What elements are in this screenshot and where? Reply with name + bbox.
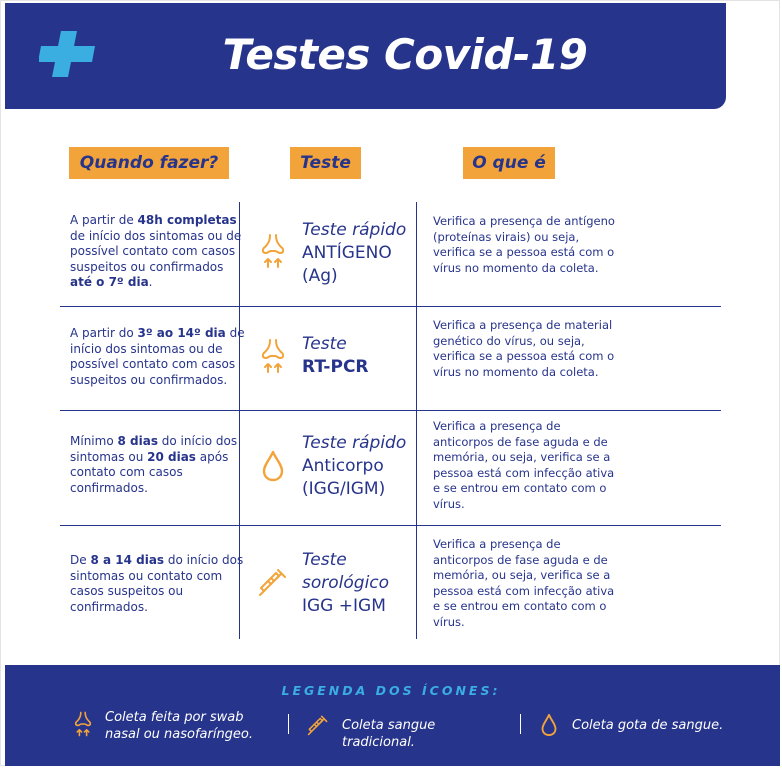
row-when-text: A partir de 48h completas de início dos … (70, 213, 242, 289)
column-divider (416, 202, 417, 639)
row-when-text: Mínimo 8 dias do início dos sintomas ou … (70, 434, 238, 495)
legend-item-label: Coleta sangue tradicional. (342, 718, 436, 750)
row-divider (60, 525, 721, 526)
legend-title: LEGENDA DOS ÍCONES: (281, 683, 501, 698)
row-what-text: Verifica a presença de antígeno (proteín… (433, 214, 615, 275)
test-name: Teste rápido Anticorpo (IGG/IGM) (302, 433, 407, 499)
row-divider (60, 410, 721, 411)
row-divider (60, 306, 721, 307)
column-header-when: Quando fazer? (69, 147, 229, 179)
legend-item-label: Coleta feita por swab nasal ou nasofarín… (105, 710, 254, 742)
blood-drop-icon (541, 713, 557, 737)
legend-item-label: Coleta gota de sangue. (572, 718, 724, 733)
row-what-text: Verifica a presença de anticorpos de fas… (433, 419, 615, 511)
syringe-icon (259, 569, 286, 596)
row-when-text: A partir do 3º ao 14º dia de início dos … (70, 326, 245, 387)
test-name: Teste sorológico IGG +IGM (302, 550, 390, 616)
legend-separator (520, 714, 521, 734)
blood-drop-icon (262, 450, 284, 482)
legend-banner (5, 665, 780, 766)
row-when-text: De 8 a 14 dias do início dos sintomas ou… (70, 553, 244, 614)
column-divider (239, 202, 240, 639)
test-name: Teste rápido ANTÍGENO (Ag) (302, 220, 407, 286)
test-name: Teste RT-PCR (302, 334, 369, 377)
nose-swab-icon (261, 234, 285, 268)
nose-swab-icon (74, 711, 92, 737)
column-header-what: O que é (463, 147, 555, 179)
legend-separator (288, 714, 289, 734)
nose-swab-icon (261, 339, 285, 373)
medical-cross-icon (39, 31, 95, 77)
column-header-test: Teste (290, 147, 361, 179)
syringe-icon (307, 715, 328, 736)
header-banner (5, 3, 726, 109)
page-title: Testes Covid-19 (222, 30, 588, 79)
row-what-text: Verifica a presença de anticorpos de fas… (433, 537, 615, 629)
row-what-text: Verifica a presença de material genético… (433, 318, 615, 379)
